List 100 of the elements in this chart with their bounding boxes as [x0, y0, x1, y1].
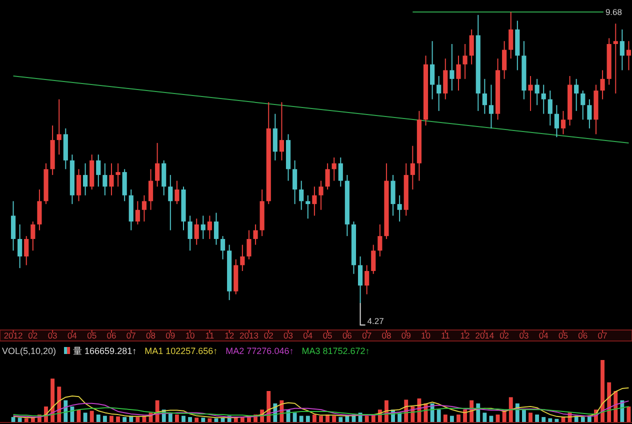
x-tick-label: 04 [67, 330, 78, 340]
bar [535, 414, 540, 422]
bar [364, 416, 369, 422]
bar [463, 410, 468, 422]
candlestick [574, 78, 579, 112]
x-tick-label: 02 [28, 330, 38, 340]
candlestick [56, 98, 62, 156]
candlestick [312, 186, 317, 216]
x-tick-label: 05 [87, 330, 97, 340]
candlestick [10, 200, 16, 252]
bar [57, 386, 62, 422]
candlestick [18, 224, 22, 269]
candlestick [318, 180, 324, 210]
candlestick [587, 98, 592, 129]
candlestick [410, 145, 415, 190]
x-tick-label: 07 [362, 330, 372, 340]
candlestick [200, 215, 206, 240]
candlestick [430, 40, 435, 100]
x-tick-label: 08 [382, 330, 392, 340]
x-tick-label: 2013 [240, 330, 259, 340]
candlestick [332, 157, 336, 182]
candlestick [462, 44, 468, 80]
x-tick-label: 10 [421, 330, 431, 340]
bar [443, 414, 448, 422]
bar [70, 406, 74, 422]
candlestick [109, 162, 114, 196]
chart-title: VOL(5,10,20) [2, 346, 56, 356]
text: MA3 81752.672↑ [302, 346, 370, 356]
candlestick [548, 90, 552, 126]
candlestick [390, 174, 396, 216]
candlestick [253, 224, 258, 246]
bar [456, 414, 460, 422]
candlestick [155, 142, 160, 188]
bar [450, 416, 454, 422]
candlestick [214, 212, 219, 246]
bar [299, 416, 304, 422]
bar [319, 416, 323, 422]
candlestick [488, 84, 494, 129]
x-tick-label: 2012 [4, 330, 23, 340]
x-tick-label: 2014 [475, 330, 494, 340]
candlestick [358, 256, 363, 304]
candlestick [135, 200, 140, 225]
candlestick [83, 162, 88, 196]
candlestick [443, 58, 448, 100]
bar [110, 416, 114, 422]
bar [208, 418, 212, 422]
bar [436, 410, 441, 422]
candlestick [508, 12, 514, 60]
bar [122, 417, 127, 422]
bar [50, 378, 55, 422]
bar [174, 414, 179, 422]
bar [338, 417, 343, 422]
bar [182, 416, 186, 422]
candlestick [246, 230, 252, 260]
bar [508, 397, 513, 422]
x-tick-label: 03 [284, 330, 294, 340]
candlestick [580, 90, 586, 120]
bar [24, 418, 28, 422]
x-tick-label: 12 [460, 330, 470, 340]
candlestick [188, 215, 192, 252]
candlestick [292, 160, 298, 205]
bar [542, 417, 546, 422]
bar [194, 418, 199, 422]
candlestick [554, 104, 559, 138]
candlestick [338, 157, 343, 188]
bar [522, 410, 526, 422]
candlestick [436, 76, 442, 112]
bar [18, 418, 22, 422]
bar [83, 412, 88, 422]
text: MA1 102257.656↑ [144, 346, 218, 356]
candlestick [122, 168, 127, 202]
candlestick [364, 264, 370, 295]
bar [554, 418, 559, 422]
x-tick-label: 09 [401, 330, 412, 340]
annotation: 9.68 [605, 7, 622, 17]
x-tick-label: 02 [500, 330, 510, 340]
candlestick [174, 180, 180, 205]
bar [614, 391, 618, 422]
x-tick-label: 08 [146, 330, 156, 340]
candlestick [469, 28, 474, 65]
candlestick [24, 236, 29, 266]
candlestick [502, 40, 507, 80]
legend-label: 量 166659.281↑ [73, 346, 137, 356]
candlestick [30, 221, 36, 252]
candlestick [371, 244, 376, 274]
x-tick-label: 11 [440, 330, 450, 340]
bar [102, 416, 107, 422]
x-tick-label: 05 [322, 330, 333, 340]
candlestick [162, 160, 166, 196]
x-tick-label: 11 [205, 330, 214, 340]
candlestick [325, 162, 330, 190]
bar [306, 416, 310, 422]
candlestick [456, 55, 461, 92]
candlestick [541, 84, 546, 114]
candlestick [560, 110, 566, 135]
bar [482, 412, 487, 422]
text: MA2 77276.046↑ [226, 346, 294, 356]
x-tick-label: 03 [48, 330, 58, 340]
candlestick [272, 113, 278, 161]
candlestick [397, 194, 402, 222]
